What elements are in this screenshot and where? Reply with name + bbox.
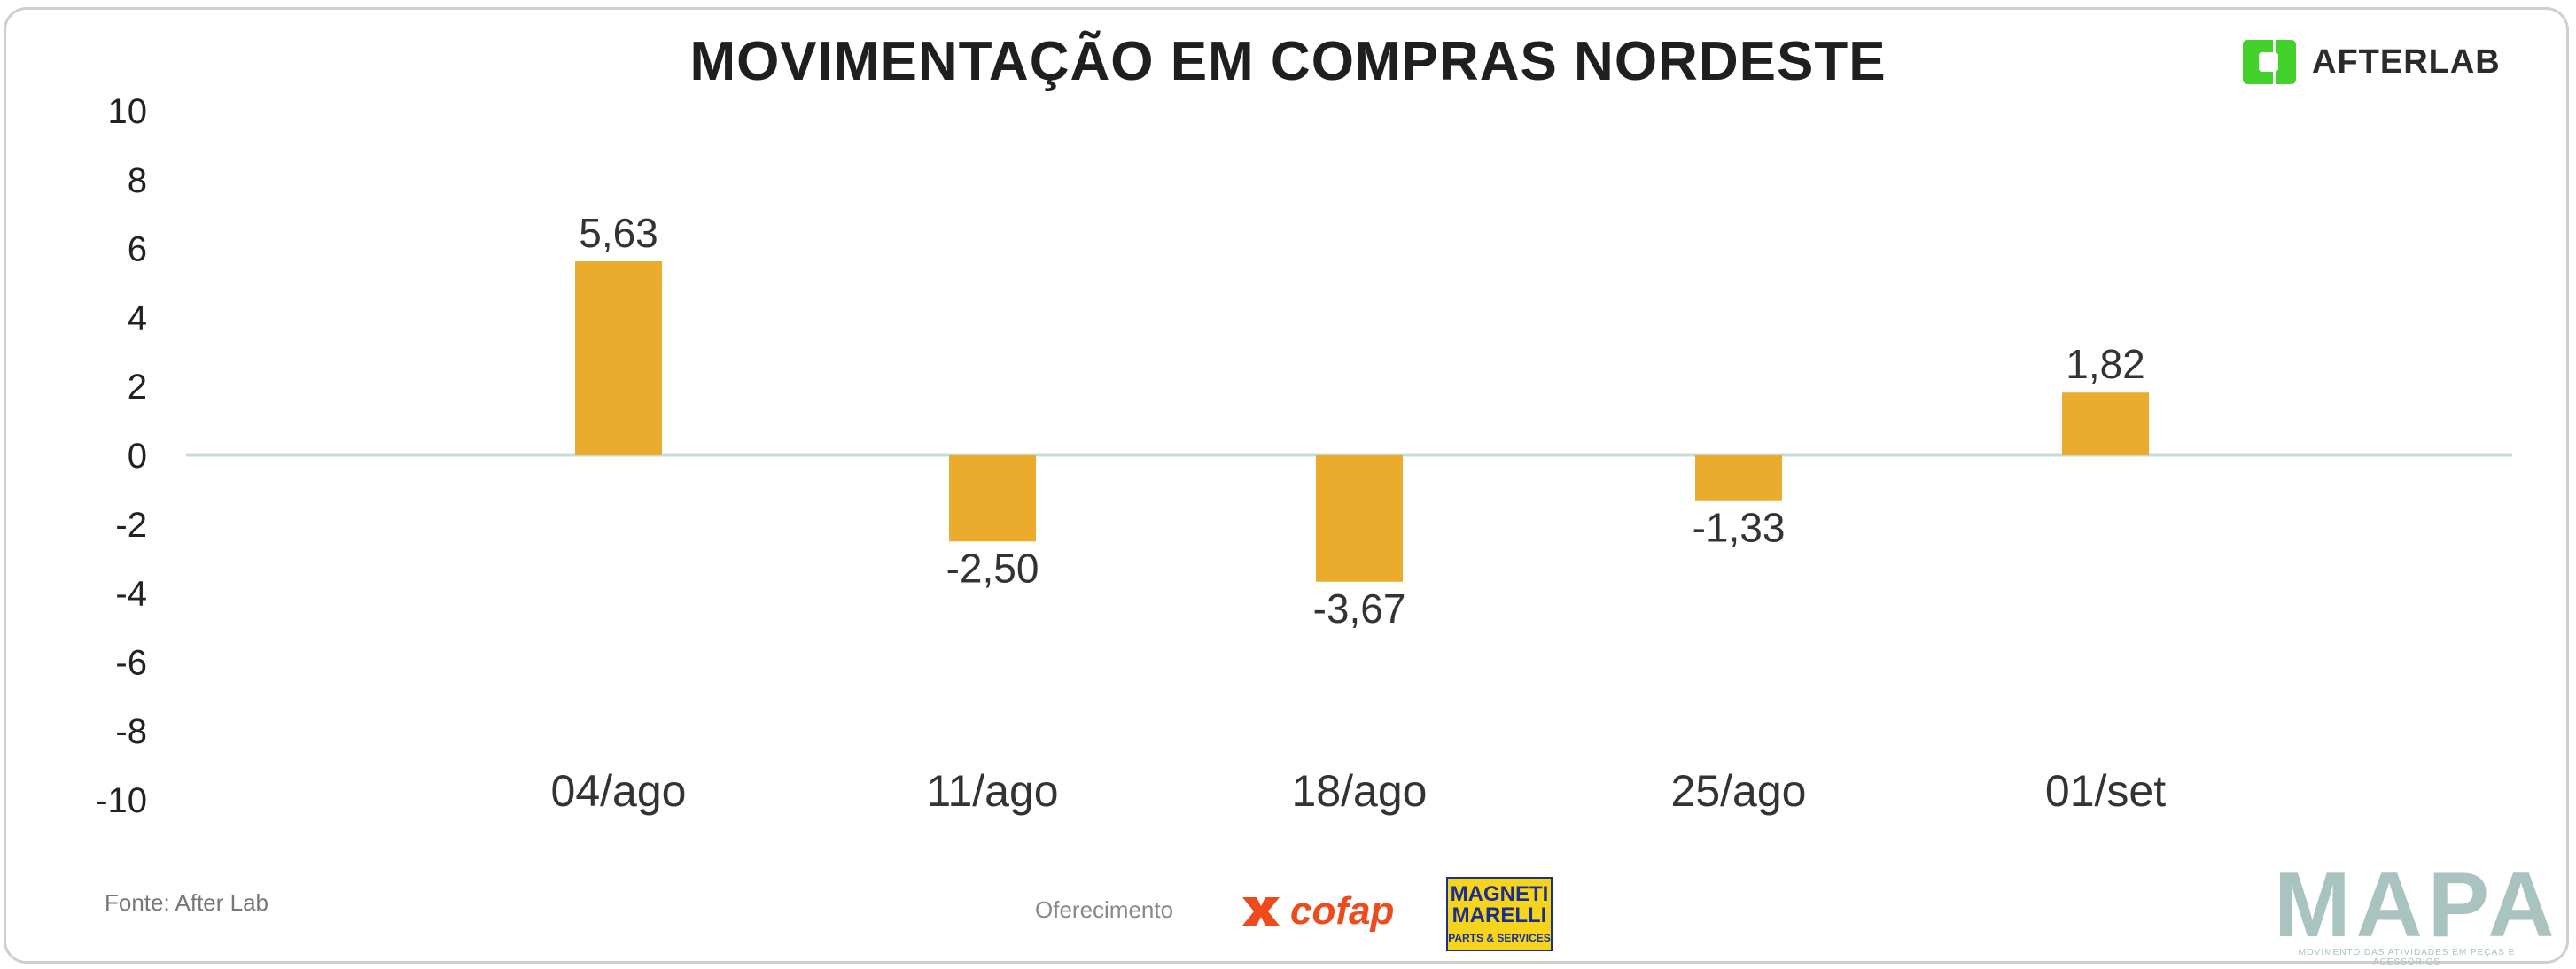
bar: [1695, 455, 1782, 501]
y-tick-label: -8: [115, 712, 147, 751]
y-tick-label: 8: [128, 161, 147, 200]
bar: [949, 455, 1036, 542]
y-tick-label: 4: [128, 298, 147, 337]
y-tick-label: 2: [128, 368, 147, 407]
data-label: 1,82: [2066, 341, 2145, 387]
y-tick-label: -4: [115, 575, 147, 614]
data-label: -3,67: [1313, 585, 1406, 632]
mapa-logo: MAPA MOVIMENTO DAS ATIVIDADES EM PEÇAS E…: [2274, 854, 2560, 967]
afterlab-logo-icon: [2243, 40, 2296, 84]
cofap-logo-icon: [1242, 897, 1280, 926]
afterlab-brand: AFTERLAB: [2237, 34, 2501, 90]
afterlab-brand-name: AFTERLAB: [2312, 43, 2501, 81]
x-tick-label: 18/ago: [1292, 766, 1428, 816]
x-tick-label: 04/ago: [551, 766, 687, 816]
chart-title: MOVIMENTAÇÃO EM COMPRAS NORDESTE: [689, 31, 1887, 92]
magneti-marelli-logo: MAGNETI MARELLI PARTS & SERVICES: [1446, 877, 1553, 951]
bar: [575, 260, 662, 455]
bar: [2062, 392, 2149, 455]
y-tick-label: 0: [128, 437, 147, 476]
data-label: 5,63: [579, 210, 658, 256]
magneti-marelli-name: MAGNETI MARELLI: [1450, 882, 1549, 927]
x-tick-label: 25/ago: [1671, 766, 1807, 816]
magneti-marelli-subtitle: PARTS & SERVICES: [1448, 932, 1551, 944]
y-tick-label: -6: [115, 643, 147, 682]
y-tick-label: -2: [115, 506, 147, 545]
data-label: -2,50: [946, 545, 1039, 591]
x-tick-label: 11/ago: [926, 766, 1058, 816]
mapa-word: MAPA: [2274, 854, 2560, 957]
cofap-name: cofap: [1290, 889, 1395, 933]
data-label: -1,33: [1693, 505, 1786, 551]
y-tick-label: -10: [96, 781, 147, 820]
source-note: Fonte: After Lab: [105, 889, 269, 916]
cofap-logo: cofap: [1239, 889, 1394, 934]
x-tick-label: 01/set: [2045, 766, 2166, 816]
y-tick-label: 10: [108, 92, 148, 131]
bar: [1316, 455, 1403, 582]
y-tick-label: 6: [128, 230, 147, 269]
mapa-tagline: MOVIMENTO DAS ATIVIDADES EM PEÇAS E ACES…: [2298, 948, 2516, 967]
sponsor-label: Oferecimento: [1035, 896, 1174, 923]
chart-frame: [4, 7, 2569, 964]
